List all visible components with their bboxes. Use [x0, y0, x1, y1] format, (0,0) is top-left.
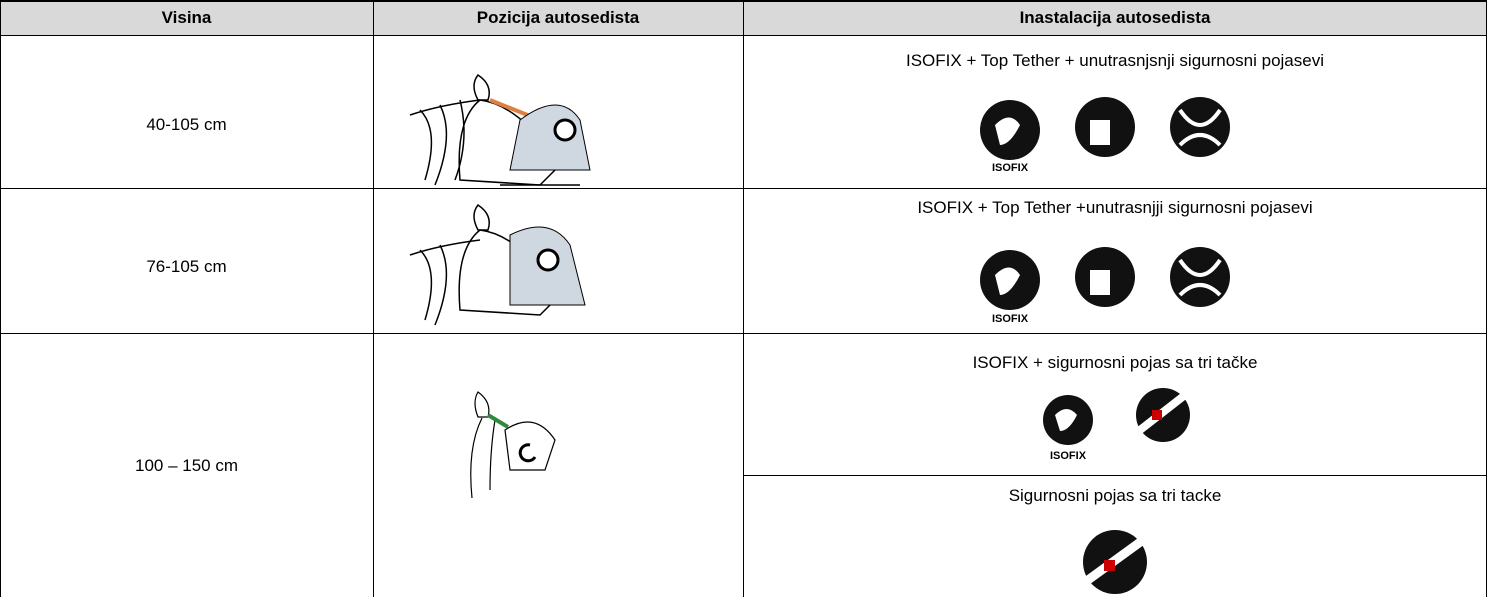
height-cell: 100 – 150 cm	[134, 456, 238, 475]
installation-text: ISOFIX + Top Tether + unutrasnjsnji sigu…	[906, 51, 1324, 70]
height-cell: 76-105 cm	[146, 257, 227, 276]
icon-label: ISOFIX	[991, 313, 1029, 325]
icons	[980, 97, 1230, 160]
header-cell: Pozicija autosedista	[476, 8, 640, 27]
icons	[1043, 388, 1190, 445]
icon-label: ISOFIX	[991, 162, 1029, 174]
header-cell: Visina	[161, 8, 212, 27]
border	[373, 0, 374, 597]
height-cell: 40-105 cm	[146, 115, 227, 134]
border	[743, 475, 1487, 476]
installation-text: ISOFIX + sigurnosni pojas sa tri tačke	[972, 353, 1258, 372]
border	[743, 0, 744, 597]
seat-drawing	[409, 73, 591, 186]
icons	[980, 247, 1230, 310]
installation-text: Sigurnosni pojas sa tri tacke	[1008, 486, 1222, 505]
border	[0, 0, 1, 597]
icon-label: ISOFIX	[1049, 450, 1087, 462]
icons	[1083, 530, 1147, 594]
installation-text: ISOFIX + Top Tether +unutrasnjji sigurno…	[917, 198, 1313, 217]
seat-drawing	[409, 203, 586, 326]
seat-drawing	[470, 391, 556, 499]
header-cell: Inastalacija autosedista	[1019, 8, 1211, 27]
